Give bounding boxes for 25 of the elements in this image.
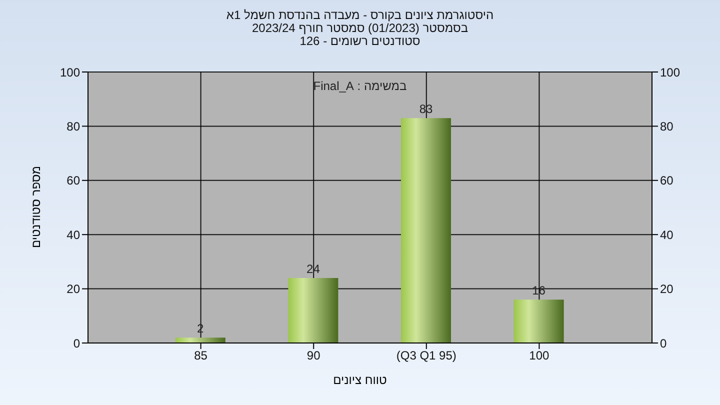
x-axis-title: טווח ציונים [332, 373, 388, 387]
annotation: במשימה : Final_A [312, 79, 408, 93]
x-tick-label: (Q3 Q1 95) [396, 348, 456, 363]
y-tick-label: 100 [60, 65, 80, 80]
y-tick-label: 20 [66, 282, 80, 296]
y2-tick-label: 20 [660, 282, 674, 296]
y-tick-label: 60 [66, 174, 80, 188]
y2-tick-label: 60 [660, 174, 674, 188]
bar [401, 118, 451, 343]
bar [514, 300, 564, 343]
y-tick-label: 40 [66, 228, 80, 242]
x-tick-label: 85 [194, 348, 208, 363]
x-tick-label: 100 [529, 348, 550, 363]
bar [175, 338, 226, 343]
bar [288, 278, 338, 343]
y2-tick-label: 0 [660, 336, 667, 350]
y-axis-title: מספר סטודנטים [29, 166, 43, 248]
y2-tick-label: 40 [660, 228, 674, 242]
y-tick-label: 0 [73, 336, 80, 350]
y2-tick-label: 100 [660, 65, 680, 80]
y-tick-label: 80 [66, 119, 80, 134]
chart-title: היסטוגרמת ציונים בקורס - מעבדה בהנדסת חשמל 1א [225, 8, 495, 22]
chart-subtitle: בסמסטר (01/2023) סמסטר חורף 2023/24 סטודנטים רשומים - 126 [250, 21, 470, 48]
y2-tick-label: 80 [660, 119, 674, 134]
x-tick-label: 90 [306, 348, 321, 363]
